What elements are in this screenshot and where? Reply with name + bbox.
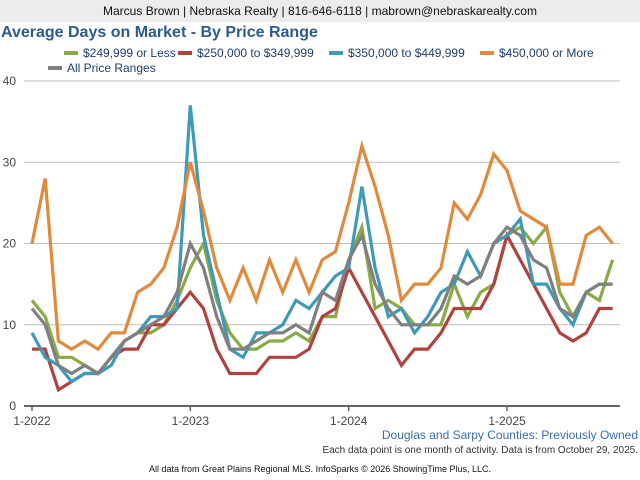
legend-swatch — [178, 51, 192, 55]
agent-contact-bar: Marcus Brown | Nebraska Realty | 816-646… — [0, 0, 640, 22]
series-line-4 — [30, 225, 613, 376]
chart-title: Average Days on Market - By Price Range — [1, 24, 318, 41]
legend-swatch — [329, 51, 343, 55]
y-tick-label: 20 — [3, 237, 17, 251]
legend-label: $249,999 or Less — [83, 46, 176, 60]
line-chart: 0 10 20 30 40 1-2022 1-2023 1-2024 1-2025 — [3, 74, 620, 428]
y-tick-label: 40 — [3, 74, 17, 88]
legend-swatch — [48, 66, 62, 70]
legend-item-250k-350k[interactable]: $250,000 to $349,999 — [178, 46, 314, 60]
gridlines — [24, 80, 620, 326]
legend-item-450k-plus[interactable]: $450,000 or More — [480, 46, 594, 60]
y-axis-ticks: 0 10 20 30 40 — [3, 74, 17, 413]
series-line-3 — [30, 140, 614, 352]
x-tick-label: 1-2024 — [330, 414, 368, 428]
legend-item-under-250k[interactable]: $249,999 or Less — [64, 46, 176, 60]
y-tick-label: 0 — [9, 399, 16, 413]
x-tick-label: 1-2025 — [488, 414, 526, 428]
agent-contact-text: Marcus Brown | Nebraska Realty | 816-646… — [103, 4, 537, 18]
series-lines — [30, 105, 615, 393]
legend-item-all[interactable]: All Price Ranges — [48, 61, 156, 75]
y-tick-label: 30 — [3, 155, 17, 169]
y-tick-label: 10 — [3, 318, 17, 332]
x-tick-label: 1-2023 — [172, 414, 210, 428]
series-line-1 — [32, 231, 613, 393]
data-note: Each data point is one month of activity… — [322, 445, 638, 456]
legend-item-350k-450k[interactable]: $350,000 to $449,999 — [329, 46, 465, 60]
legend-label: $450,000 or More — [499, 46, 594, 60]
legend-label: $250,000 to $349,999 — [197, 46, 314, 60]
region-label: Douglas and Sarpy Counties: Previously O… — [381, 428, 638, 442]
legend-swatch — [480, 51, 494, 55]
source-credit: All data from Great Plains Regional MLS.… — [149, 464, 491, 474]
x-tick-label: 1-2022 — [13, 414, 51, 428]
legend-label: $350,000 to $449,999 — [348, 46, 465, 60]
x-axis: 1-2022 1-2023 1-2024 1-2025 — [13, 405, 620, 428]
legend-label: All Price Ranges — [67, 61, 156, 75]
legend-swatch — [64, 51, 78, 55]
